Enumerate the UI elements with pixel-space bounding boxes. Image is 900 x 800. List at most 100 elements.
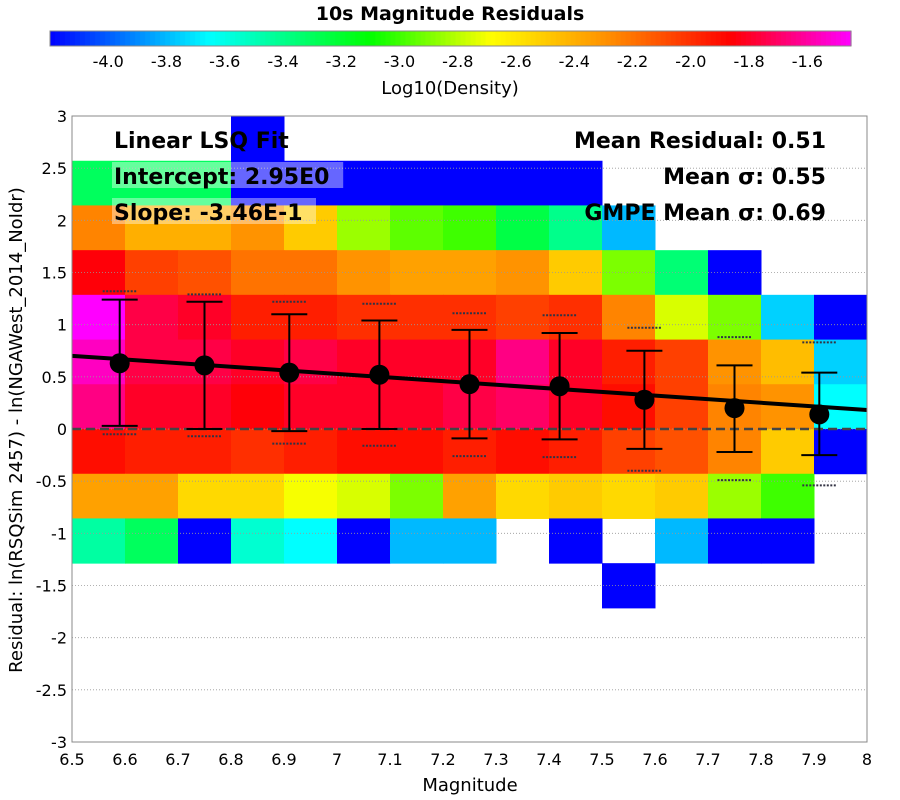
colorbar-segment	[495, 31, 502, 46]
x-tick-labels: 6.5 6.6 6.7 6.8 6.9 7 7.1 7.2 7.3 7.4 7.5 7.6 7.7 7.8…	[59, 750, 872, 769]
colorbar-segment	[50, 31, 56, 46]
colorbar-segment	[390, 31, 397, 46]
colorbar-frame	[49, 30, 852, 47]
mean-point	[459, 374, 480, 395]
heatmap-cell	[496, 384, 550, 430]
y-tick-label: -0.5	[36, 472, 67, 491]
colorbar-tick-label: -2.6	[500, 52, 531, 71]
colorbar-segment	[570, 31, 577, 46]
heatmap-cell	[814, 429, 868, 475]
heatmap-cell	[655, 473, 709, 519]
heatmap-cell	[549, 473, 603, 519]
colorbar-segment	[115, 31, 121, 46]
colorbar-segment	[585, 31, 592, 46]
colorbar-segment	[205, 31, 211, 46]
colorbar-segment	[555, 31, 562, 46]
colorbar-segment	[235, 31, 241, 46]
colorbar-segment	[765, 31, 772, 46]
colorbar-segment	[330, 31, 336, 46]
colorbar-segment	[305, 31, 311, 46]
colorbar-segment	[70, 31, 76, 46]
colorbar-segment	[80, 31, 86, 46]
colorbar-segment	[630, 31, 637, 46]
heatmap-cell	[549, 429, 603, 475]
colorbar-segment	[220, 31, 226, 46]
heatmap-cell	[549, 518, 603, 564]
colorbar-segment	[405, 31, 412, 46]
y-tick-label: -1	[51, 524, 67, 543]
x-tick-label: 6.5	[59, 750, 84, 769]
slope-label-bg	[112, 198, 316, 224]
heatmap-cell	[549, 160, 603, 206]
colorbar-segment	[660, 31, 667, 46]
heatmap-cell	[390, 250, 444, 296]
colorbar-segment	[270, 31, 276, 46]
colorbar-segment	[780, 31, 787, 46]
y-tick-label: -2.5	[36, 681, 67, 700]
colorbar-segment	[315, 31, 321, 46]
heatmap-cell	[761, 518, 815, 564]
colorbar-tick-label: -1.6	[792, 52, 823, 71]
heatmap-cell	[178, 205, 232, 251]
colorbar-segment	[480, 31, 487, 46]
heatmap-cell	[231, 205, 285, 251]
heatmap-cells	[72, 116, 868, 609]
colorbar-segment	[145, 31, 151, 46]
heatmap-cell	[337, 294, 391, 341]
y-tick-label: -3	[51, 733, 67, 752]
colorbar-segment	[310, 31, 316, 46]
heatmap-cell	[231, 160, 285, 206]
heatmap-cell	[602, 339, 656, 385]
y-tick-label: 2	[57, 211, 67, 230]
heatmap-cell	[125, 384, 179, 430]
colorbar-segment	[655, 31, 662, 46]
heatmap-cell	[443, 205, 497, 251]
colorbar-segment	[400, 31, 407, 46]
heatmap-cell	[602, 205, 656, 251]
colorbar-segment	[510, 31, 517, 46]
mean-point	[194, 355, 215, 376]
colorbar-segment	[430, 31, 437, 46]
colorbar-segment	[720, 31, 727, 46]
colorbar-segment	[95, 31, 101, 46]
heatmap-cell	[496, 339, 550, 385]
colorbar-segment	[840, 31, 847, 46]
heatmap-cell	[231, 429, 285, 475]
x-tick-label: 7.5	[589, 750, 614, 769]
fit-label: Linear LSQ Fit	[114, 129, 289, 154]
heatmap-cell	[761, 429, 815, 475]
colorbar-segment	[215, 31, 221, 46]
heatmap-cell	[125, 473, 179, 519]
heatmap-cell	[708, 473, 762, 519]
heatmap-cell	[125, 294, 179, 341]
heatmap-cell	[337, 384, 391, 430]
heatmap-cell	[231, 518, 285, 564]
colorbar-segment	[155, 31, 161, 46]
colorbar-segment	[445, 31, 452, 46]
heatmap-cell	[337, 205, 391, 251]
y-tick-labels: 3 2.5 2 1.5 1 0.5 0 -0.5 -1 -1.5 -2 -2.5 -3	[36, 107, 67, 752]
heatmap-cell	[72, 473, 126, 519]
heatmap-cell	[655, 518, 709, 564]
x-tick-label: 6.8	[218, 750, 243, 769]
x-axis-label: Magnitude	[422, 775, 517, 796]
colorbar-segment	[730, 31, 737, 46]
heatmap-cell	[72, 518, 126, 564]
heatmap-cell	[284, 294, 338, 341]
colorbar-segment	[705, 31, 712, 46]
colorbar-segment	[530, 31, 537, 46]
colorbar-segment	[160, 31, 166, 46]
colorbar-segment	[540, 31, 547, 46]
colorbar-segment	[275, 31, 281, 46]
colorbar-tick-label: -4.0	[93, 52, 124, 71]
heatmap-cell	[125, 518, 179, 564]
colorbar-label: Log10(Density)	[381, 78, 519, 99]
colorbar-segment	[335, 31, 341, 46]
x-tick-label: 7.4	[536, 750, 561, 769]
colorbar-segment	[125, 31, 131, 46]
heatmap-cell	[231, 473, 285, 519]
colorbar-segment	[60, 31, 66, 46]
y-tick-label: 0.5	[42, 368, 67, 387]
colorbar-segment	[595, 31, 602, 46]
